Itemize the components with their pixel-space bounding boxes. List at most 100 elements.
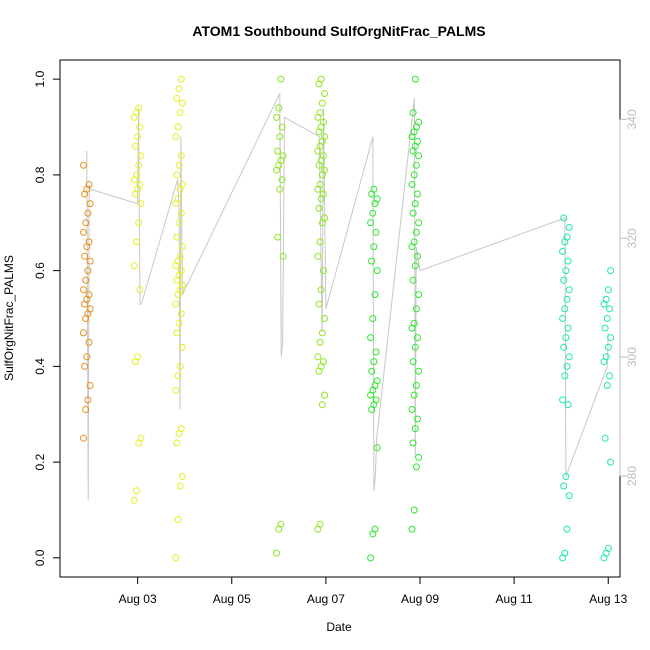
x-tick-label: Aug 13: [589, 592, 627, 606]
data-point: [415, 453, 423, 461]
data-point: [316, 238, 324, 246]
data-point: [279, 252, 287, 260]
data-point: [136, 286, 144, 294]
data-point: [172, 300, 180, 308]
data-point: [321, 391, 328, 399]
data-point: [80, 286, 87, 294]
data-point: [409, 109, 417, 117]
data-point: [373, 444, 381, 452]
data-point: [409, 439, 417, 447]
data-point: [133, 171, 140, 179]
data-point: [565, 353, 573, 361]
data-point: [559, 396, 567, 404]
data-point: [136, 123, 144, 131]
data-point: [319, 118, 327, 126]
data-point: [135, 219, 143, 227]
data-point: [316, 109, 324, 117]
data-point: [176, 109, 184, 117]
data-point: [86, 305, 94, 313]
data-point: [82, 276, 90, 284]
data-point: [318, 329, 326, 337]
data-point: [410, 319, 418, 327]
data-point: [80, 228, 87, 236]
data-point: [606, 372, 613, 380]
data-point: [134, 353, 142, 361]
data-point: [173, 94, 181, 102]
data-point: [176, 252, 184, 260]
data-point: [277, 75, 285, 83]
data-point: [412, 161, 420, 169]
data-point: [373, 267, 381, 275]
y-tick-label: 0.0: [33, 549, 47, 566]
y-tick-label: 1.0: [33, 70, 47, 87]
x-axis-label: Date: [326, 620, 352, 634]
data-point: [319, 152, 327, 160]
data-point: [130, 496, 138, 504]
data-point: [565, 224, 573, 231]
data-point: [177, 75, 185, 83]
x-tick-label: Aug 11: [496, 592, 533, 606]
data-point: [372, 348, 380, 356]
data-point: [601, 324, 609, 332]
data-point: [273, 113, 280, 121]
data-point: [319, 358, 327, 366]
data-point: [412, 305, 420, 313]
data-point: [178, 281, 186, 289]
data-point: [80, 161, 87, 169]
data-point: [178, 243, 186, 251]
chart-title: ATOM1 Southbound SulfOrgNitFrac_PALMS: [192, 23, 485, 39]
data-point: [178, 343, 186, 351]
data-point: [317, 286, 325, 294]
data-point: [411, 75, 419, 83]
data-point: [172, 386, 180, 394]
data-point: [133, 238, 140, 246]
data-point: [371, 525, 379, 533]
data-point: [86, 382, 94, 389]
data-point: [564, 324, 572, 332]
data-point: [317, 75, 325, 83]
data-point: [178, 473, 186, 480]
data-point: [562, 334, 570, 342]
data-point: [560, 343, 568, 351]
data-point: [315, 300, 323, 308]
data-point: [373, 377, 381, 385]
data-point: [178, 181, 186, 188]
data-point: [606, 305, 613, 313]
data-point: [321, 90, 328, 97]
data-point: [370, 358, 378, 366]
data-point: [279, 152, 287, 160]
y-tick-label: 0.4: [33, 358, 47, 375]
data-point: [82, 406, 90, 413]
data-point: [414, 137, 421, 145]
data-point: [173, 329, 181, 337]
data-point: [559, 315, 567, 322]
data-point: [412, 463, 420, 471]
y-tick-label: 0.6: [33, 262, 47, 279]
data-point: [411, 262, 419, 270]
data-point: [367, 554, 375, 562]
y-axis-left: 0.0 0.2 0.4 0.6 0.8 1.0: [33, 70, 60, 566]
data-point: [84, 209, 92, 217]
data-point: [410, 171, 418, 179]
data-point: [130, 262, 138, 270]
data-point: [367, 219, 375, 227]
data-point: [414, 190, 421, 198]
data-point: [561, 372, 569, 380]
data-point: [411, 343, 419, 351]
data-point: [137, 200, 145, 208]
data-point: [565, 492, 573, 500]
data-point: [415, 152, 423, 160]
data-point: [414, 334, 421, 342]
data-point: [276, 185, 284, 193]
flight-track-line: [86, 93, 609, 501]
data-point: [563, 233, 571, 241]
data-points-group: [80, 75, 615, 562]
data-point: [172, 554, 180, 562]
data-point: [318, 401, 326, 409]
data-point: [319, 267, 327, 275]
data-point: [563, 362, 571, 370]
data-point: [564, 257, 572, 265]
data-point: [177, 310, 185, 318]
data-point: [83, 353, 91, 361]
data-point: [607, 458, 615, 466]
